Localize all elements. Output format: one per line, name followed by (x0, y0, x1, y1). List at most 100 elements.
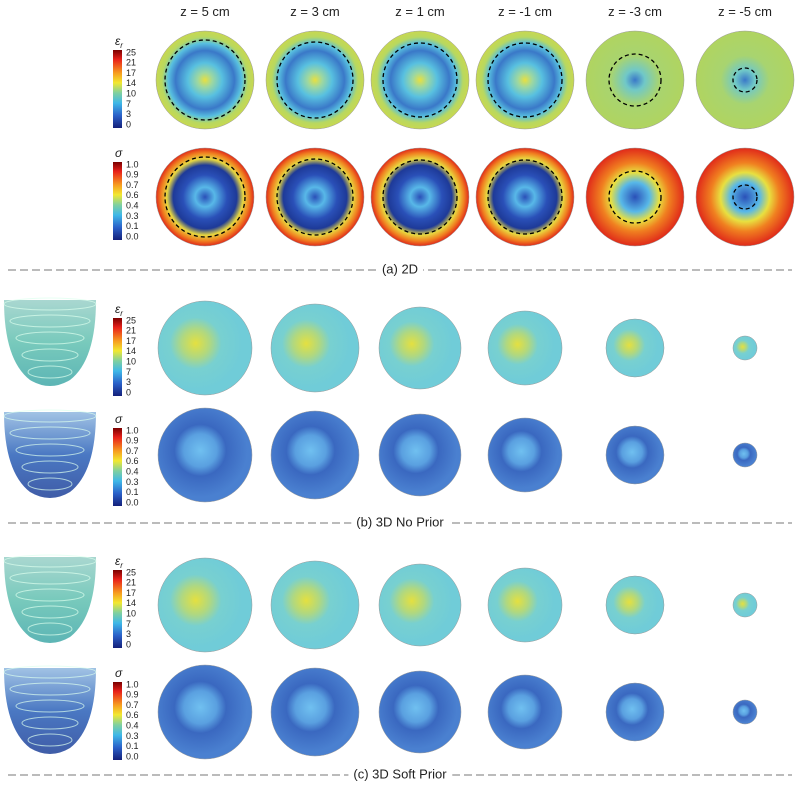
colorbar-symbol: εr (115, 302, 123, 318)
colorbar-gradient (113, 50, 122, 128)
bowl-slice (27, 622, 73, 636)
slice-image (155, 147, 255, 247)
colorbar-tick-label: 1.0 (126, 425, 139, 435)
bowl-slice (9, 314, 91, 328)
slice-image (732, 335, 758, 361)
slice-image (157, 407, 253, 503)
volume-render (3, 554, 97, 643)
colorbar-gradient (113, 318, 122, 396)
colorbar-tick-label: 0.6 (126, 456, 139, 466)
colorbar-tick-label: 0.7 (126, 700, 139, 710)
colorbar-symbol-text: ε (115, 34, 121, 48)
colorbar-subscript: r (120, 41, 123, 50)
slice-image (370, 147, 470, 247)
colorbar-tick-label: 0.1 (126, 741, 139, 751)
colorbar-tick-label: 0 (126, 387, 131, 397)
colorbar-tick-label: 25 (126, 47, 136, 57)
colorbar-symbol: εr (115, 34, 123, 50)
slice-image (270, 303, 360, 393)
colorbar-symbol: εr (115, 554, 123, 570)
colorbar-tick-label: 3 (126, 629, 131, 639)
caption-bg (351, 512, 450, 532)
prior-boundary (382, 159, 458, 235)
colorbar-tick-label: 10 (126, 89, 136, 99)
colorbar-symbol-text: σ (115, 412, 123, 426)
colorbar-tick-label: 0.9 (126, 690, 139, 700)
prior-boundary (382, 42, 458, 118)
slice-image (487, 674, 563, 750)
volume-render (3, 297, 97, 386)
bowl-slice (27, 365, 73, 379)
section-caption: (c) 3D Soft Prior (353, 766, 447, 781)
bowl-slice (15, 588, 85, 602)
slice-image (605, 425, 665, 485)
section-caption: (b) 3D No Prior (356, 514, 444, 529)
colorbar-tick-label: 0.6 (126, 710, 139, 720)
slice-image (487, 417, 563, 493)
column-headers: z = 5 cm z = 3 cm z = 1 cm z = -1 cm z = -3 … (180, 4, 772, 19)
slice-image (270, 560, 360, 650)
slice-image (157, 557, 253, 653)
slice-image (732, 699, 758, 725)
colorbar-tick-label: 14 (126, 346, 136, 356)
slice-image (487, 310, 563, 386)
prior-boundary (276, 158, 354, 236)
slice-image (378, 670, 462, 754)
caption-bg (376, 259, 424, 279)
bowl (4, 412, 96, 498)
slice-image (378, 563, 462, 647)
bowl-slice (27, 477, 73, 491)
colorbar-tick-label: 1.0 (126, 159, 139, 169)
colorbar-tick-label: 17 (126, 68, 136, 78)
bowl-slice (15, 699, 85, 713)
bowl-slice (9, 682, 91, 696)
column-header: z = -5 cm (718, 4, 772, 19)
colorbar-tick-label: 7 (126, 367, 131, 377)
colorbar-gradient (113, 682, 122, 760)
prior-boundary (732, 67, 758, 93)
column-header: z = -3 cm (608, 4, 662, 19)
prior-boundary (276, 41, 354, 119)
colorbar-tick-label: 25 (126, 567, 136, 577)
colorbar-tick-label: 1.0 (126, 679, 139, 689)
column-header: z = 3 cm (290, 4, 340, 19)
caption-bg (348, 764, 453, 784)
bowl-slice (3, 665, 97, 679)
colorbar-tick-label: 0.4 (126, 201, 139, 211)
colorbar-gradient (113, 428, 122, 506)
colorbar-tick-label: 10 (126, 609, 136, 619)
prior-boundary (487, 159, 563, 235)
colorbar-tick-label: 0.4 (126, 467, 139, 477)
colorbar-tick-label: 0.7 (126, 446, 139, 456)
colorbar-tick-label: 7 (126, 619, 131, 629)
section-caption: (a) 2D (382, 261, 418, 276)
colorbar-symbol: σ (115, 666, 123, 680)
colorbar-tick-label: 0.6 (126, 190, 139, 200)
colorbar-tick-label: 0.0 (126, 231, 139, 241)
colorbar-tick-label: 3 (126, 377, 131, 387)
column-header: z = 1 cm (395, 4, 445, 19)
colorbar-tick-label: 14 (126, 598, 136, 608)
bowl-slice (21, 460, 79, 474)
colorbar-tick-label: 0.4 (126, 721, 139, 731)
prior-boundary (164, 156, 246, 238)
colorbar-tick-label: 14 (126, 78, 136, 88)
prior-boundary (608, 53, 662, 107)
slice-image (585, 147, 685, 247)
bowl-slice (3, 409, 97, 423)
bowl (4, 557, 96, 643)
bowl-slice (21, 605, 79, 619)
slice-image (475, 30, 575, 130)
slice-image (695, 30, 795, 130)
colorbar-tick-label: 21 (126, 58, 136, 68)
colorbar-tick-label: 0.3 (126, 477, 139, 487)
slice-image (732, 592, 758, 618)
colorbar-symbol-text: σ (115, 666, 123, 680)
colorbar-tick-label: 25 (126, 315, 136, 325)
slice-image (605, 682, 665, 742)
colorbar-subscript: r (120, 309, 123, 318)
colorbar-tick-label: 0.3 (126, 211, 139, 221)
slice-image (605, 318, 665, 378)
colorbar-tick-label: 21 (126, 578, 136, 588)
